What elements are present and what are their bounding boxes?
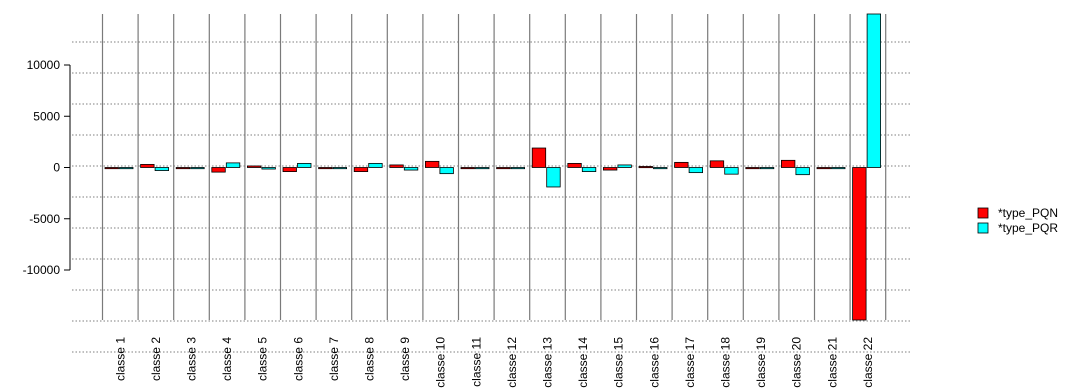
bar-pqr (688, 167, 703, 174)
bar-pqr (866, 13, 881, 168)
legend-label: *type_PQR (998, 221, 1058, 235)
x-tick-label: classe 18 (719, 337, 733, 388)
x-tick-label: classe 17 (683, 337, 697, 388)
legend-label: *type_PQN (998, 206, 1058, 220)
x-tick-label: classe 4 (220, 337, 234, 381)
x-tick-label: classe 15 (612, 337, 626, 388)
bar-pqn (745, 167, 760, 170)
x-tick-label: classe 20 (790, 337, 804, 388)
bar-pqr (439, 167, 454, 175)
x-tick-label: classe 14 (576, 337, 590, 388)
x-tick-label: classe 8 (363, 337, 377, 381)
x-tick-label: classe 6 (291, 337, 305, 381)
y-tick-label: 10000 (27, 58, 61, 72)
y-tick-label: 5000 (33, 109, 60, 123)
x-tick-label: classe 9 (398, 337, 412, 381)
bar-pqr (332, 167, 348, 170)
bar-pqr (261, 167, 276, 170)
bar-pqn (175, 167, 191, 170)
legend-swatch (977, 222, 989, 234)
bar-pqr (475, 167, 490, 170)
x-tick-label: classe 13 (541, 337, 555, 388)
bar-pqn (709, 160, 725, 168)
bar-pqr (795, 167, 810, 176)
bar-pqr (510, 167, 526, 170)
x-tick-label: classe 11 (469, 337, 483, 387)
legend-swatch (977, 207, 989, 219)
bar-pqr (653, 167, 668, 170)
bar-pqr (119, 167, 134, 170)
bar-pqn (460, 167, 475, 170)
bar-pqr (368, 162, 383, 168)
bar-pqr (403, 167, 419, 171)
bar-pqn (211, 167, 226, 173)
bar-pqn (353, 167, 369, 172)
bar-pqn (140, 164, 155, 168)
x-tick-label: classe 5 (256, 337, 270, 381)
bar-pqr (546, 167, 561, 188)
bar-pqr (617, 164, 632, 168)
bar-pqn (496, 167, 511, 170)
bar-pqn (282, 167, 297, 172)
y-tick-label: -5000 (29, 212, 60, 226)
bar-pqn (603, 167, 618, 171)
x-tick-label: classe 3 (185, 337, 199, 381)
bar-pqr (190, 167, 205, 170)
x-tick-label: classe 21 (825, 337, 839, 388)
bar-pqr (581, 167, 597, 172)
x-tick-label: classe 22 (861, 337, 875, 388)
bar-pqn (816, 167, 831, 170)
bar-pqr (154, 167, 170, 171)
bar-pqr (831, 167, 846, 170)
x-tick-label: classe 12 (505, 337, 519, 388)
bar-pqn (424, 160, 440, 168)
bar-pqn (318, 167, 333, 170)
x-tick-label: classe 7 (327, 337, 341, 381)
x-tick-label: classe 16 (647, 337, 661, 388)
bar-pqn (104, 167, 119, 170)
bar-pqn (531, 147, 547, 168)
x-tick-label: classe 10 (434, 337, 448, 388)
bar-pqn (852, 167, 867, 321)
x-tick-label: classe 1 (113, 337, 127, 381)
bar-pqr (759, 167, 775, 170)
x-tick-label: classe 2 (149, 337, 163, 381)
bar-pqr (297, 162, 312, 168)
bar-pqn (389, 164, 404, 168)
bar-pqn (567, 162, 582, 168)
y-tick-label: -10000 (23, 263, 61, 277)
bar-pqn (638, 166, 653, 169)
bar-pqn (246, 165, 262, 168)
bar-pqn (674, 161, 689, 168)
bar-pqr (724, 167, 739, 175)
bar-pqr (225, 162, 241, 168)
x-tick-label: classe 19 (754, 337, 768, 388)
y-tick-label: 0 (53, 161, 60, 175)
bar-pqn (781, 159, 796, 168)
